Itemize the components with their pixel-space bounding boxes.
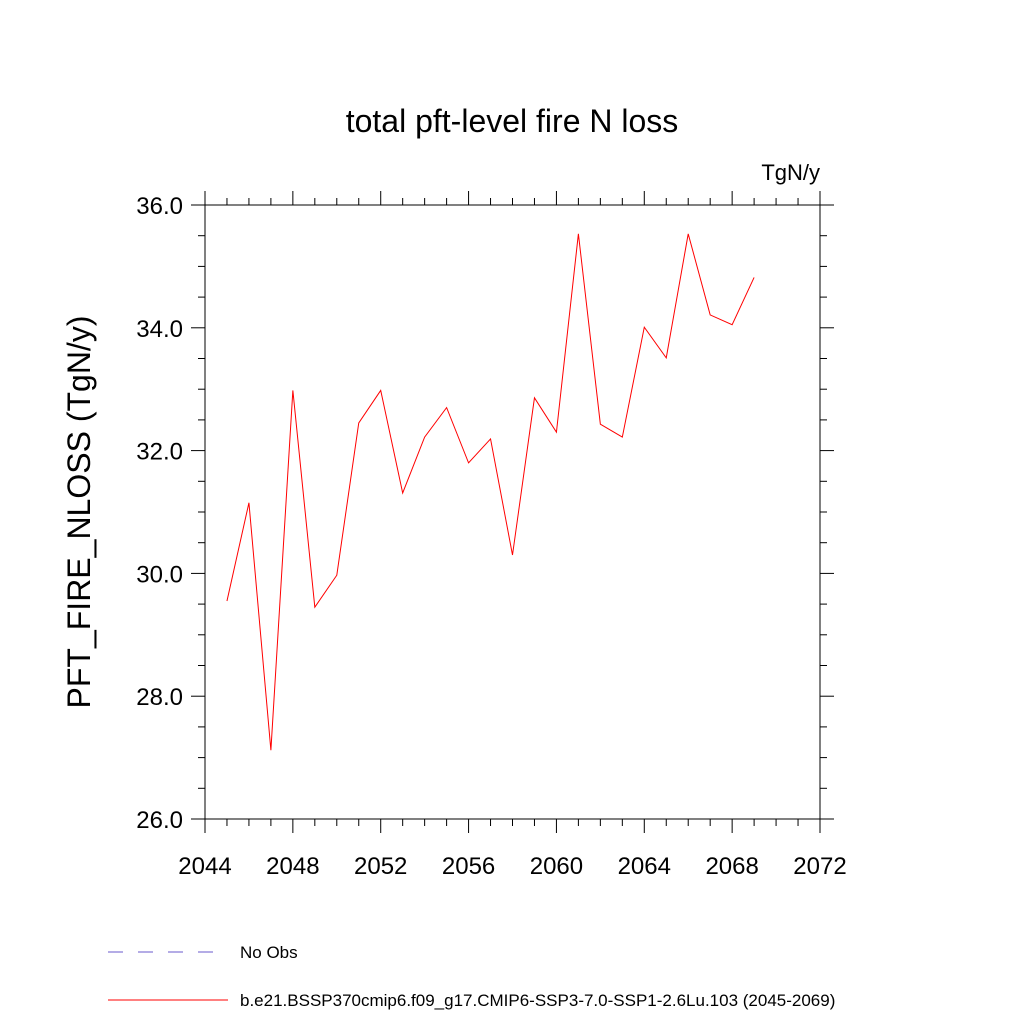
x-tick-label: 2044 xyxy=(178,853,231,880)
data-series xyxy=(226,233,755,751)
y-axis-label: PFT_FIRE_NLOSS (TgN/y) xyxy=(61,316,97,709)
legend: No Obs b.e21.BSSP370cmip6.f09_g17.CMIP6-S… xyxy=(108,943,835,1010)
x-tick-label: 2068 xyxy=(705,853,758,880)
axis-tick-labels: 2044 2048 2052 2056 2060 2064 2068 2072 26.0 28.0… xyxy=(136,193,846,880)
x-tick-label: 2064 xyxy=(618,853,671,880)
chart-title: total pft-level fire N loss xyxy=(346,103,679,139)
x-tick-label: 2048 xyxy=(266,853,319,880)
y-tick-label: 34.0 xyxy=(136,316,183,343)
y-tick-label: 26.0 xyxy=(136,807,183,834)
plot-frame xyxy=(204,204,821,820)
axis-ticks xyxy=(191,191,834,833)
x-tick-label: 2060 xyxy=(530,853,583,880)
y-tick-label: 36.0 xyxy=(136,193,183,220)
units-label: TgN/y xyxy=(761,160,820,185)
legend-label: b.e21.BSSP370cmip6.f09_g17.CMIP6-SSP3-7.… xyxy=(240,991,835,1010)
y-tick-label: 32.0 xyxy=(136,439,183,466)
y-tick-label: 28.0 xyxy=(136,684,183,711)
series-line xyxy=(226,233,755,751)
x-tick-label: 2052 xyxy=(354,853,407,880)
x-tick-label: 2072 xyxy=(793,853,846,880)
x-tick-label: 2056 xyxy=(442,853,495,880)
legend-label: No Obs xyxy=(240,943,298,962)
y-tick-label: 30.0 xyxy=(136,561,183,588)
